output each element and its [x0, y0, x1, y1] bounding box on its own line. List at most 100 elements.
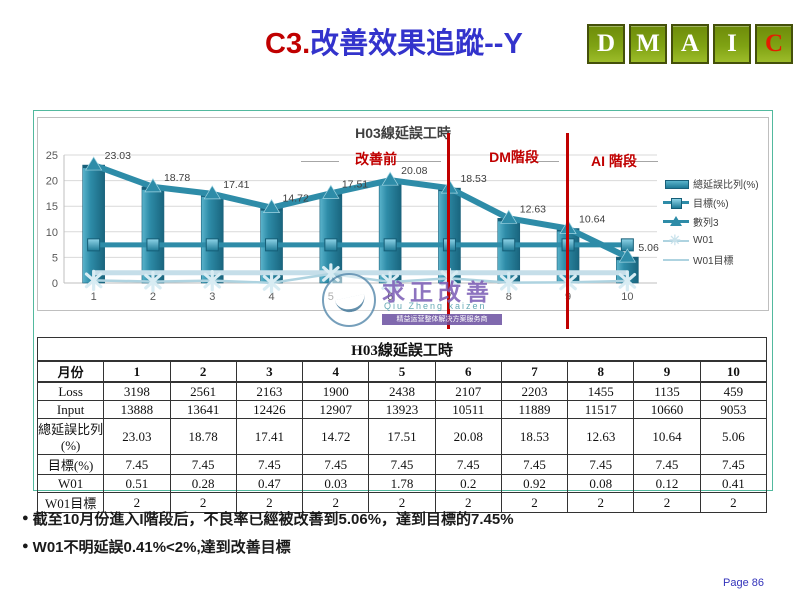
chart-title: H03線延誤工時: [355, 125, 451, 141]
table-cell: 0.03: [302, 474, 370, 493]
dmaic-letter-M: M: [629, 24, 667, 64]
legend-label: 總延誤比列(%): [693, 180, 759, 191]
annotation-leader-line: [385, 161, 441, 162]
table-cell: 2163: [235, 381, 304, 401]
table-cell: 18.53: [500, 418, 569, 455]
table-cell: 13888: [103, 400, 171, 419]
annotation-dm-phase: DM階段: [489, 149, 539, 165]
table-cell: 0.2: [434, 474, 502, 493]
table-cell: 4: [302, 360, 370, 383]
svg-text:10.64: 10.64: [579, 214, 605, 226]
legend-label: 目標(%): [693, 199, 729, 210]
table-cell: 1455: [567, 381, 635, 401]
svg-text:23.03: 23.03: [105, 150, 131, 162]
annotation-ai-phase: AI 階段: [591, 153, 637, 169]
table-cell: 3198: [103, 381, 171, 401]
table-cell: 12.63: [567, 418, 635, 455]
chart: H03線延誤工時 05101520251234567891023.0318.78…: [37, 117, 769, 311]
table-cell: 459: [699, 381, 768, 401]
line-square-swatch-icon: [663, 197, 689, 209]
legend-item-series3: 數列3: [663, 216, 759, 229]
table-cell: 7.45: [235, 454, 304, 475]
table-cell: 2107: [434, 381, 502, 401]
svg-text:18.53: 18.53: [460, 173, 486, 185]
table-cell: 11889: [500, 400, 569, 419]
table-cell: 7.45: [169, 454, 237, 475]
bullet-text: 截至10月份進入I階段后，不良率已經被改善到5.06%，達到目標的7.45%: [32, 511, 514, 528]
bullet-text: W01不明延誤0.41%<2%,達到改善目標: [32, 539, 291, 556]
row-label: Loss: [36, 381, 105, 401]
table-cell: 2: [434, 492, 502, 513]
annotation-leader-line: [301, 161, 339, 162]
table-cell: 7.45: [434, 454, 502, 475]
svg-text:5: 5: [52, 252, 58, 264]
table-cell: 1900: [302, 381, 370, 401]
legend-label: 數列3: [693, 218, 719, 229]
table-cell: 9: [633, 360, 701, 383]
line-x-swatch-icon: ✳: [663, 232, 689, 248]
table-row: Input 13888 13641 12426 12907 13923 10511 11889…: [36, 400, 768, 419]
row-label: 總延誤比列(%): [36, 418, 105, 455]
table-title-row: H03線延誤工時: [37, 337, 767, 362]
line-triangle-swatch-icon: [663, 216, 689, 227]
svg-text:17.51: 17.51: [342, 178, 368, 190]
dmaic-letter-I: I: [713, 24, 751, 64]
table-cell: 5: [368, 360, 436, 383]
row-label: 目標(%): [36, 454, 105, 475]
table-cell: 10660: [633, 400, 701, 419]
dmaic-letter-D: D: [587, 24, 625, 64]
table-cell: 2438: [368, 381, 436, 401]
content-frame: H03線延誤工時 05101520251234567891023.0318.78…: [33, 110, 773, 513]
svg-text:12.63: 12.63: [520, 203, 546, 215]
table-cell: 2: [567, 492, 635, 513]
data-table: H03線延誤工時 月份 1 2 3 4 5 6 7 8 9 10 Loss 3198 2561 2163 190…: [36, 337, 768, 513]
svg-text:15: 15: [46, 201, 58, 213]
svg-text:17.41: 17.41: [223, 179, 249, 191]
bullet-icon: ●: [22, 540, 29, 552]
table-cell: 5.06: [699, 418, 768, 455]
table-cell: 17.41: [235, 418, 304, 455]
table-row: Loss 3198 2561 2163 1900 2438 2107 2203 1455 1135…: [36, 381, 768, 401]
table-cell: 0.12: [633, 474, 701, 493]
page-number: Page 86: [723, 577, 764, 589]
svg-text:14.72: 14.72: [283, 193, 309, 205]
table-cell: 2561: [169, 381, 237, 401]
svg-text:18.78: 18.78: [164, 172, 190, 184]
row-label: 月份: [36, 360, 105, 383]
dmaic-letter-A: A: [671, 24, 709, 64]
table-cell: 23.03: [103, 418, 171, 455]
row-label: W01: [36, 474, 105, 493]
table-cell: 7.45: [302, 454, 370, 475]
row-label: W01目標: [36, 492, 105, 513]
watermark-tagline: 精益运营整体解决方案服务商: [382, 314, 502, 325]
table-cell: 12426: [235, 400, 304, 419]
svg-text:4: 4: [268, 291, 274, 303]
table-row: W01目標 2 2 2 2 2 2 2 2 2 2: [36, 492, 768, 513]
legend-label: W01: [693, 235, 714, 246]
table-cell: 0.92: [500, 474, 569, 493]
dmaic-letter-C: C: [755, 24, 793, 64]
table-cell: 9053: [699, 400, 768, 419]
legend-label: W01目標: [693, 256, 734, 267]
svg-text:6: 6: [387, 291, 393, 303]
table-cell: 1.78: [368, 474, 436, 493]
watermark-circle-icon: [322, 273, 376, 327]
chart-plot-area: 05101520251234567891023.0318.7817.4114.7…: [46, 150, 659, 303]
table-cell: 10.64: [633, 418, 701, 455]
svg-text:2: 2: [150, 291, 156, 303]
annotation-before-improvement: 改善前: [355, 151, 397, 167]
table-cell: 17.51: [368, 418, 436, 455]
svg-text:1: 1: [91, 291, 97, 303]
table-cell: 13923: [368, 400, 436, 419]
watermark-title: 求正改善: [382, 279, 494, 305]
table-row: 月份 1 2 3 4 5 6 7 8 9 10: [36, 360, 768, 383]
table-cell: 11517: [567, 400, 635, 419]
svg-text:20.08: 20.08: [401, 165, 427, 177]
annotation-leader-line: [628, 161, 658, 162]
table-cell: 7.45: [567, 454, 635, 475]
svg-text:25: 25: [46, 150, 58, 162]
svg-text:10: 10: [621, 291, 633, 303]
table-cell: 10511: [434, 400, 502, 419]
table-cell: 2: [633, 492, 701, 513]
